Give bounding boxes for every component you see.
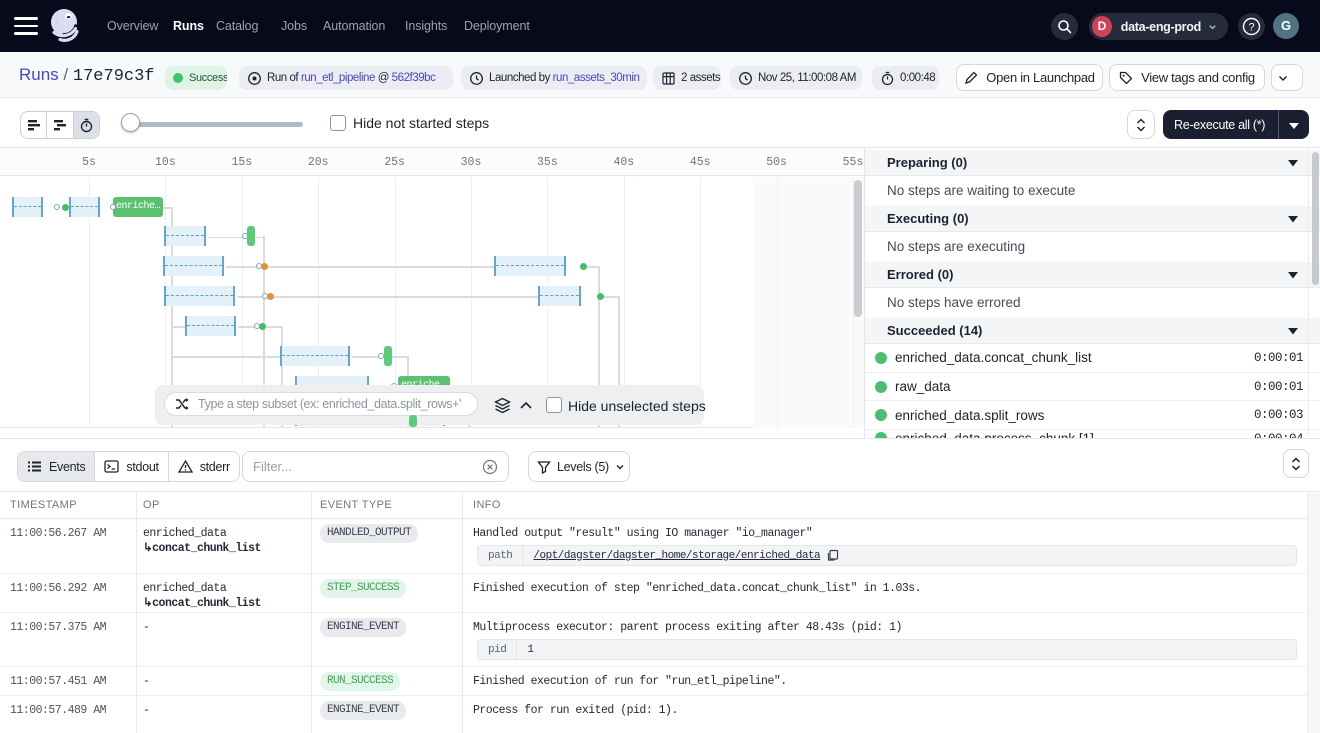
svg-text:?: ? [1248,22,1254,34]
